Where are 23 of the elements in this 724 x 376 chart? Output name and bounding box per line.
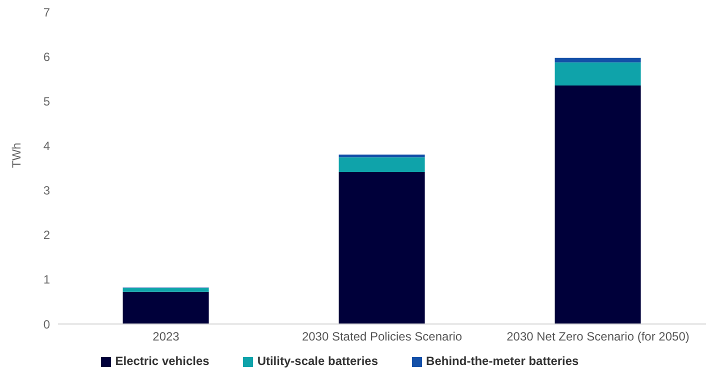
x-tick-label: 2023	[152, 330, 180, 344]
y-tick-label: 7	[43, 5, 50, 20]
y-tick-label: 3	[43, 184, 50, 198]
bar	[338, 157, 425, 172]
bar	[122, 292, 209, 324]
bar	[554, 86, 641, 324]
y-tick-label: 5	[43, 94, 50, 108]
legend-label: Electric vehicles	[115, 354, 210, 368]
bar	[338, 172, 425, 324]
legend-label: Utility-scale batteries	[257, 354, 378, 368]
bar	[122, 288, 209, 292]
y-tick-label: 4	[43, 138, 50, 153]
bar	[338, 154, 425, 158]
y-tick-label: 1	[43, 272, 50, 287]
y-tick-label: 0	[43, 317, 50, 332]
x-tick-label: 2030 Net Zero Scenario (for 2050)	[506, 330, 690, 344]
bar	[554, 62, 641, 86]
y-tick-label: 2	[43, 228, 50, 242]
legend-label: Behind-the-meter batteries	[426, 354, 579, 368]
y-tick-label: 6	[43, 50, 50, 64]
y-axis-title: TWh	[9, 142, 24, 168]
bar	[554, 58, 641, 62]
x-tick-label: 2030 Stated Policies Scenario	[302, 330, 462, 344]
